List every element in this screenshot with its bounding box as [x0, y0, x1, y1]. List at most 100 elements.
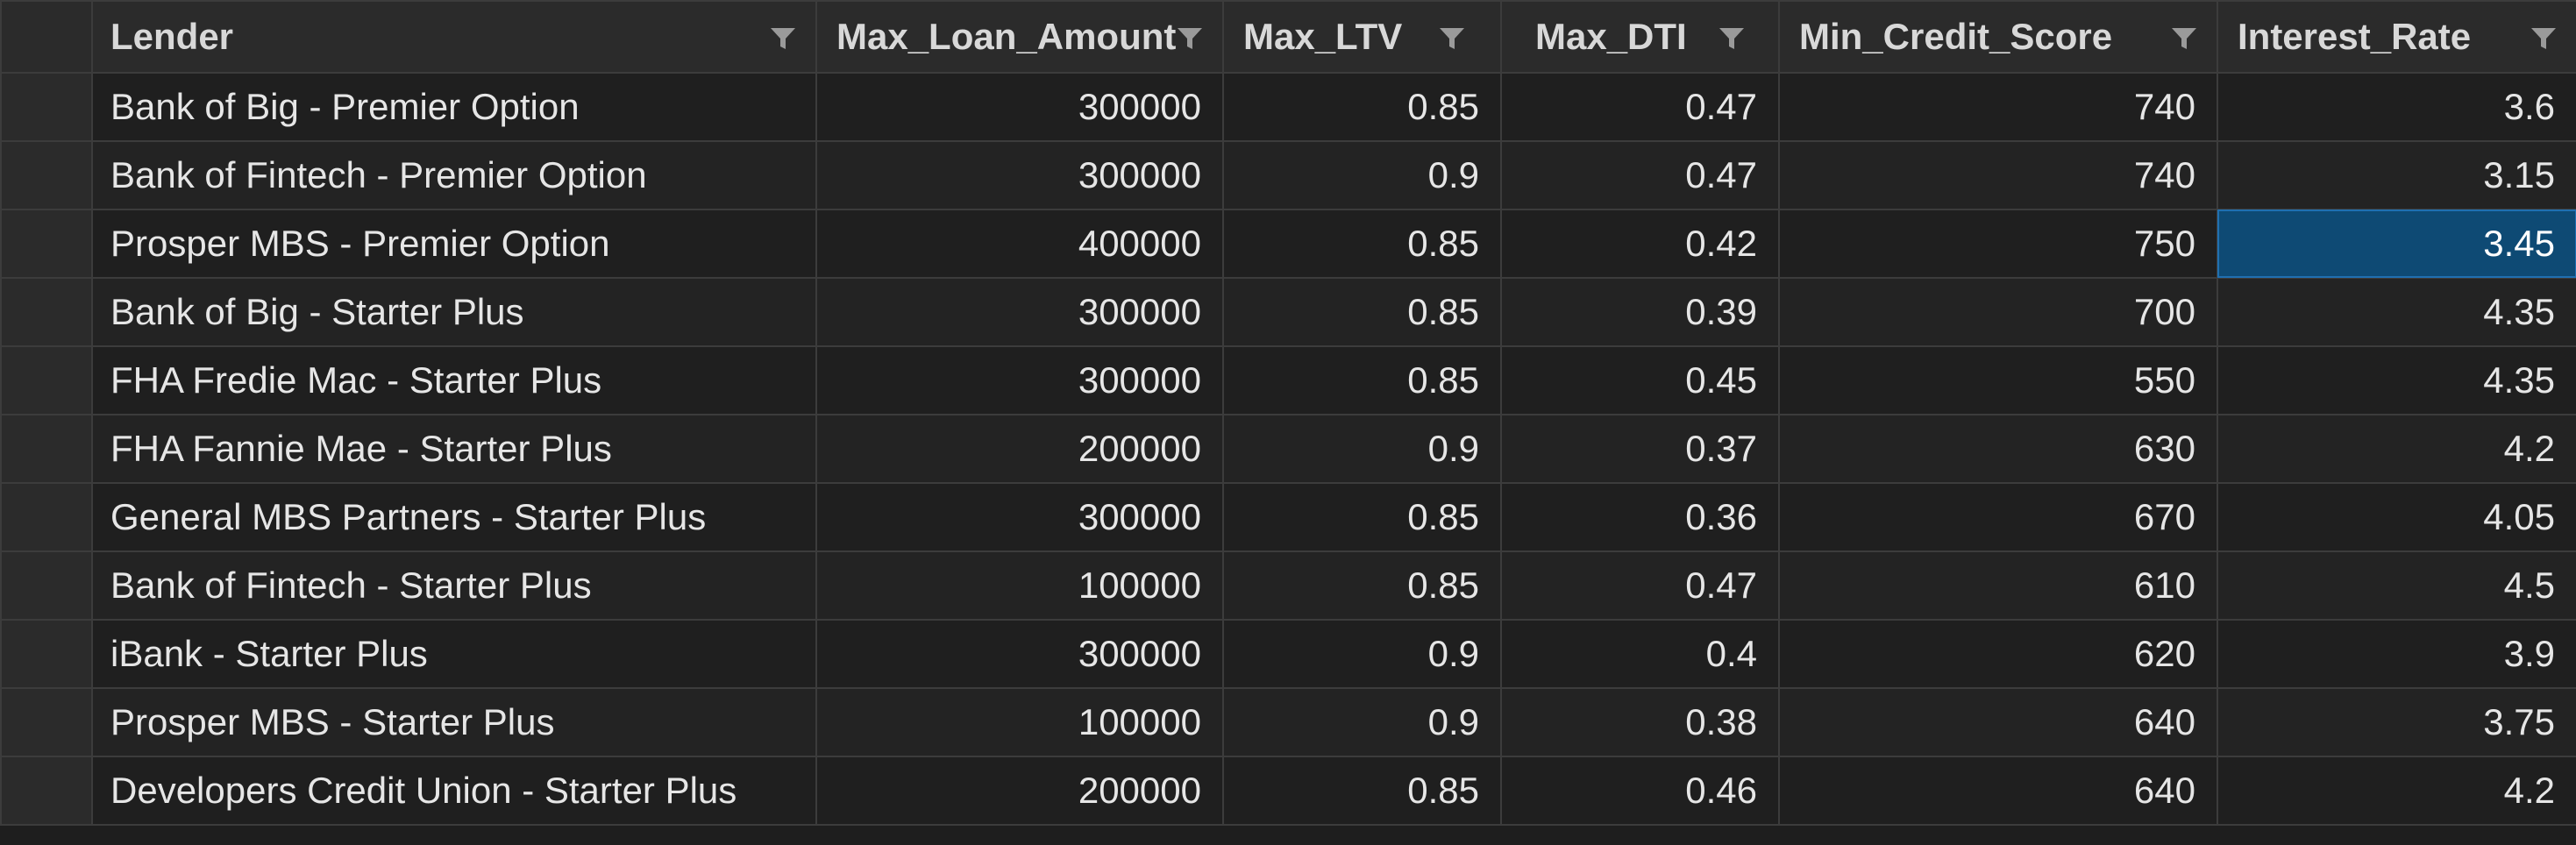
row-header-cell[interactable] [0, 550, 93, 621]
cell-max-loan-amount[interactable]: 300000 [815, 140, 1224, 210]
filter-funnel-icon[interactable] [1439, 27, 1465, 50]
row-header-cell[interactable] [0, 277, 93, 347]
cell-interest-rate[interactable]: 3.6 [2217, 72, 2576, 142]
cell-max-ltv[interactable]: 0.85 [1222, 482, 1502, 552]
cell-interest-rate[interactable]: 3.15 [2217, 140, 2576, 210]
cell-max-dti[interactable]: 0.47 [1500, 72, 1780, 142]
filter-funnel-icon[interactable] [770, 27, 796, 50]
cell-min-credit-score[interactable]: 700 [1778, 277, 2218, 347]
column-header-max-loan-amount[interactable]: Max_Loan_Amount [815, 0, 1224, 74]
cell-lender[interactable]: FHA Fredie Mac - Starter Plus [91, 345, 817, 415]
table-row[interactable]: iBank - Starter Plus 300000 0.9 0.4 620 3.9 [0, 619, 2576, 689]
cell-max-dti[interactable]: 0.39 [1500, 277, 1780, 347]
cell-max-loan-amount[interactable]: 200000 [815, 414, 1224, 484]
row-header-cell[interactable] [0, 756, 93, 826]
cell-interest-rate[interactable]: 3.75 [2217, 687, 2576, 757]
table-row[interactable]: General MBS Partners - Starter Plus 30000… [0, 482, 2576, 552]
cell-lender[interactable]: Prosper MBS - Premier Option [91, 209, 817, 279]
cell-max-dti[interactable]: 0.38 [1500, 687, 1780, 757]
cell-max-dti[interactable]: 0.46 [1500, 756, 1780, 826]
cell-lender[interactable]: General MBS Partners - Starter Plus [91, 482, 817, 552]
cell-max-loan-amount[interactable]: 300000 [815, 482, 1224, 552]
cell-min-credit-score[interactable]: 640 [1778, 756, 2218, 826]
cell-lender[interactable]: Bank of Big - Premier Option [91, 72, 817, 142]
row-header-cell[interactable] [0, 414, 93, 484]
cell-min-credit-score[interactable]: 640 [1778, 687, 2218, 757]
cell-max-ltv[interactable]: 0.85 [1222, 209, 1502, 279]
cell-lender[interactable]: iBank - Starter Plus [91, 619, 817, 689]
row-header-cell[interactable] [0, 209, 93, 279]
cell-min-credit-score[interactable]: 620 [1778, 619, 2218, 689]
row-header-cell[interactable] [0, 619, 93, 689]
cell-lender[interactable]: Prosper MBS - Starter Plus [91, 687, 817, 757]
cell-min-credit-score[interactable]: 610 [1778, 550, 2218, 621]
cell-max-ltv[interactable]: 0.85 [1222, 550, 1502, 621]
cell-interest-rate[interactable]: 4.35 [2217, 277, 2576, 347]
cell-max-loan-amount[interactable]: 300000 [815, 277, 1224, 347]
cell-max-loan-amount[interactable]: 100000 [815, 550, 1224, 621]
cell-max-dti[interactable]: 0.4 [1500, 619, 1780, 689]
column-header-max-dti[interactable]: Max_DTI [1500, 0, 1780, 74]
cell-min-credit-score[interactable]: 630 [1778, 414, 2218, 484]
cell-interest-rate[interactable]: 4.2 [2217, 414, 2576, 484]
cell-lender[interactable]: Bank of Fintech - Starter Plus [91, 550, 817, 621]
cell-max-loan-amount[interactable]: 400000 [815, 209, 1224, 279]
cell-lender[interactable]: Developers Credit Union - Starter Plus [91, 756, 817, 826]
cell-max-ltv[interactable]: 0.9 [1222, 619, 1502, 689]
cell-max-ltv[interactable]: 0.9 [1222, 140, 1502, 210]
cell-interest-rate[interactable]: 3.9 [2217, 619, 2576, 689]
cell-min-credit-score[interactable]: 670 [1778, 482, 2218, 552]
cell-min-credit-score[interactable]: 740 [1778, 72, 2218, 142]
cell-interest-rate[interactable]: 4.5 [2217, 550, 2576, 621]
table-row[interactable]: Bank of Big - Premier Option 300000 0.85 0.… [0, 72, 2576, 142]
cell-max-ltv[interactable]: 0.85 [1222, 345, 1502, 415]
filter-funnel-icon[interactable] [1177, 27, 1203, 50]
cell-max-ltv[interactable]: 0.85 [1222, 277, 1502, 347]
cell-max-ltv[interactable]: 0.9 [1222, 414, 1502, 484]
cell-min-credit-score[interactable]: 750 [1778, 209, 2218, 279]
table-row[interactable]: FHA Fannie Mae - Starter Plus 200000 0.9 0.… [0, 414, 2576, 484]
corner-cell[interactable] [0, 0, 93, 74]
cell-max-loan-amount[interactable]: 300000 [815, 72, 1224, 142]
table-row[interactable]: Prosper MBS - Premier Option 400000 0.85 0.… [0, 209, 2576, 279]
row-header-cell[interactable] [0, 72, 93, 142]
cell-max-loan-amount[interactable]: 200000 [815, 756, 1224, 826]
cell-max-dti[interactable]: 0.36 [1500, 482, 1780, 552]
table-row[interactable]: Prosper MBS - Starter Plus 100000 0.9 0.38 6… [0, 687, 2576, 757]
cell-max-ltv[interactable]: 0.85 [1222, 756, 1502, 826]
column-header-lender[interactable]: Lender [91, 0, 817, 74]
cell-max-dti[interactable]: 0.47 [1500, 550, 1780, 621]
table-row[interactable]: Bank of Fintech - Premier Option 300000 0.… [0, 140, 2576, 210]
cell-interest-rate[interactable]: 4.2 [2217, 756, 2576, 826]
row-header-cell[interactable] [0, 140, 93, 210]
cell-max-loan-amount[interactable]: 300000 [815, 619, 1224, 689]
table-row[interactable]: Bank of Big - Starter Plus 300000 0.85 0.39… [0, 277, 2576, 347]
filter-funnel-icon[interactable] [1719, 27, 1745, 50]
table-row[interactable]: Developers Credit Union - Starter Plus 20… [0, 756, 2576, 826]
cell-max-dti[interactable]: 0.47 [1500, 140, 1780, 210]
cell-max-dti[interactable]: 0.42 [1500, 209, 1780, 279]
filter-funnel-icon[interactable] [2171, 27, 2197, 50]
column-header-interest-rate[interactable]: Interest_Rate [2217, 0, 2576, 74]
table-row[interactable]: Bank of Fintech - Starter Plus 100000 0.85… [0, 550, 2576, 621]
cell-interest-rate[interactable]: 4.35 [2217, 345, 2576, 415]
cell-lender[interactable]: Bank of Big - Starter Plus [91, 277, 817, 347]
row-header-cell[interactable] [0, 345, 93, 415]
cell-max-ltv[interactable]: 0.85 [1222, 72, 1502, 142]
selected-cell-interest-rate[interactable]: 3.45 [2217, 209, 2576, 279]
filter-funnel-icon[interactable] [2530, 27, 2557, 50]
cell-min-credit-score[interactable]: 550 [1778, 345, 2218, 415]
row-header-cell[interactable] [0, 687, 93, 757]
cell-lender[interactable]: FHA Fannie Mae - Starter Plus [91, 414, 817, 484]
table-row[interactable]: FHA Fredie Mac - Starter Plus 300000 0.85 0… [0, 345, 2576, 415]
cell-lender[interactable]: Bank of Fintech - Premier Option [91, 140, 817, 210]
row-header-cell[interactable] [0, 482, 93, 552]
cell-max-dti[interactable]: 0.37 [1500, 414, 1780, 484]
cell-interest-rate[interactable]: 4.05 [2217, 482, 2576, 552]
column-header-max-ltv[interactable]: Max_LTV [1222, 0, 1502, 74]
cell-max-ltv[interactable]: 0.9 [1222, 687, 1502, 757]
cell-max-dti[interactable]: 0.45 [1500, 345, 1780, 415]
cell-max-loan-amount[interactable]: 300000 [815, 345, 1224, 415]
cell-min-credit-score[interactable]: 740 [1778, 140, 2218, 210]
column-header-min-credit-score[interactable]: Min_Credit_Score [1778, 0, 2218, 74]
